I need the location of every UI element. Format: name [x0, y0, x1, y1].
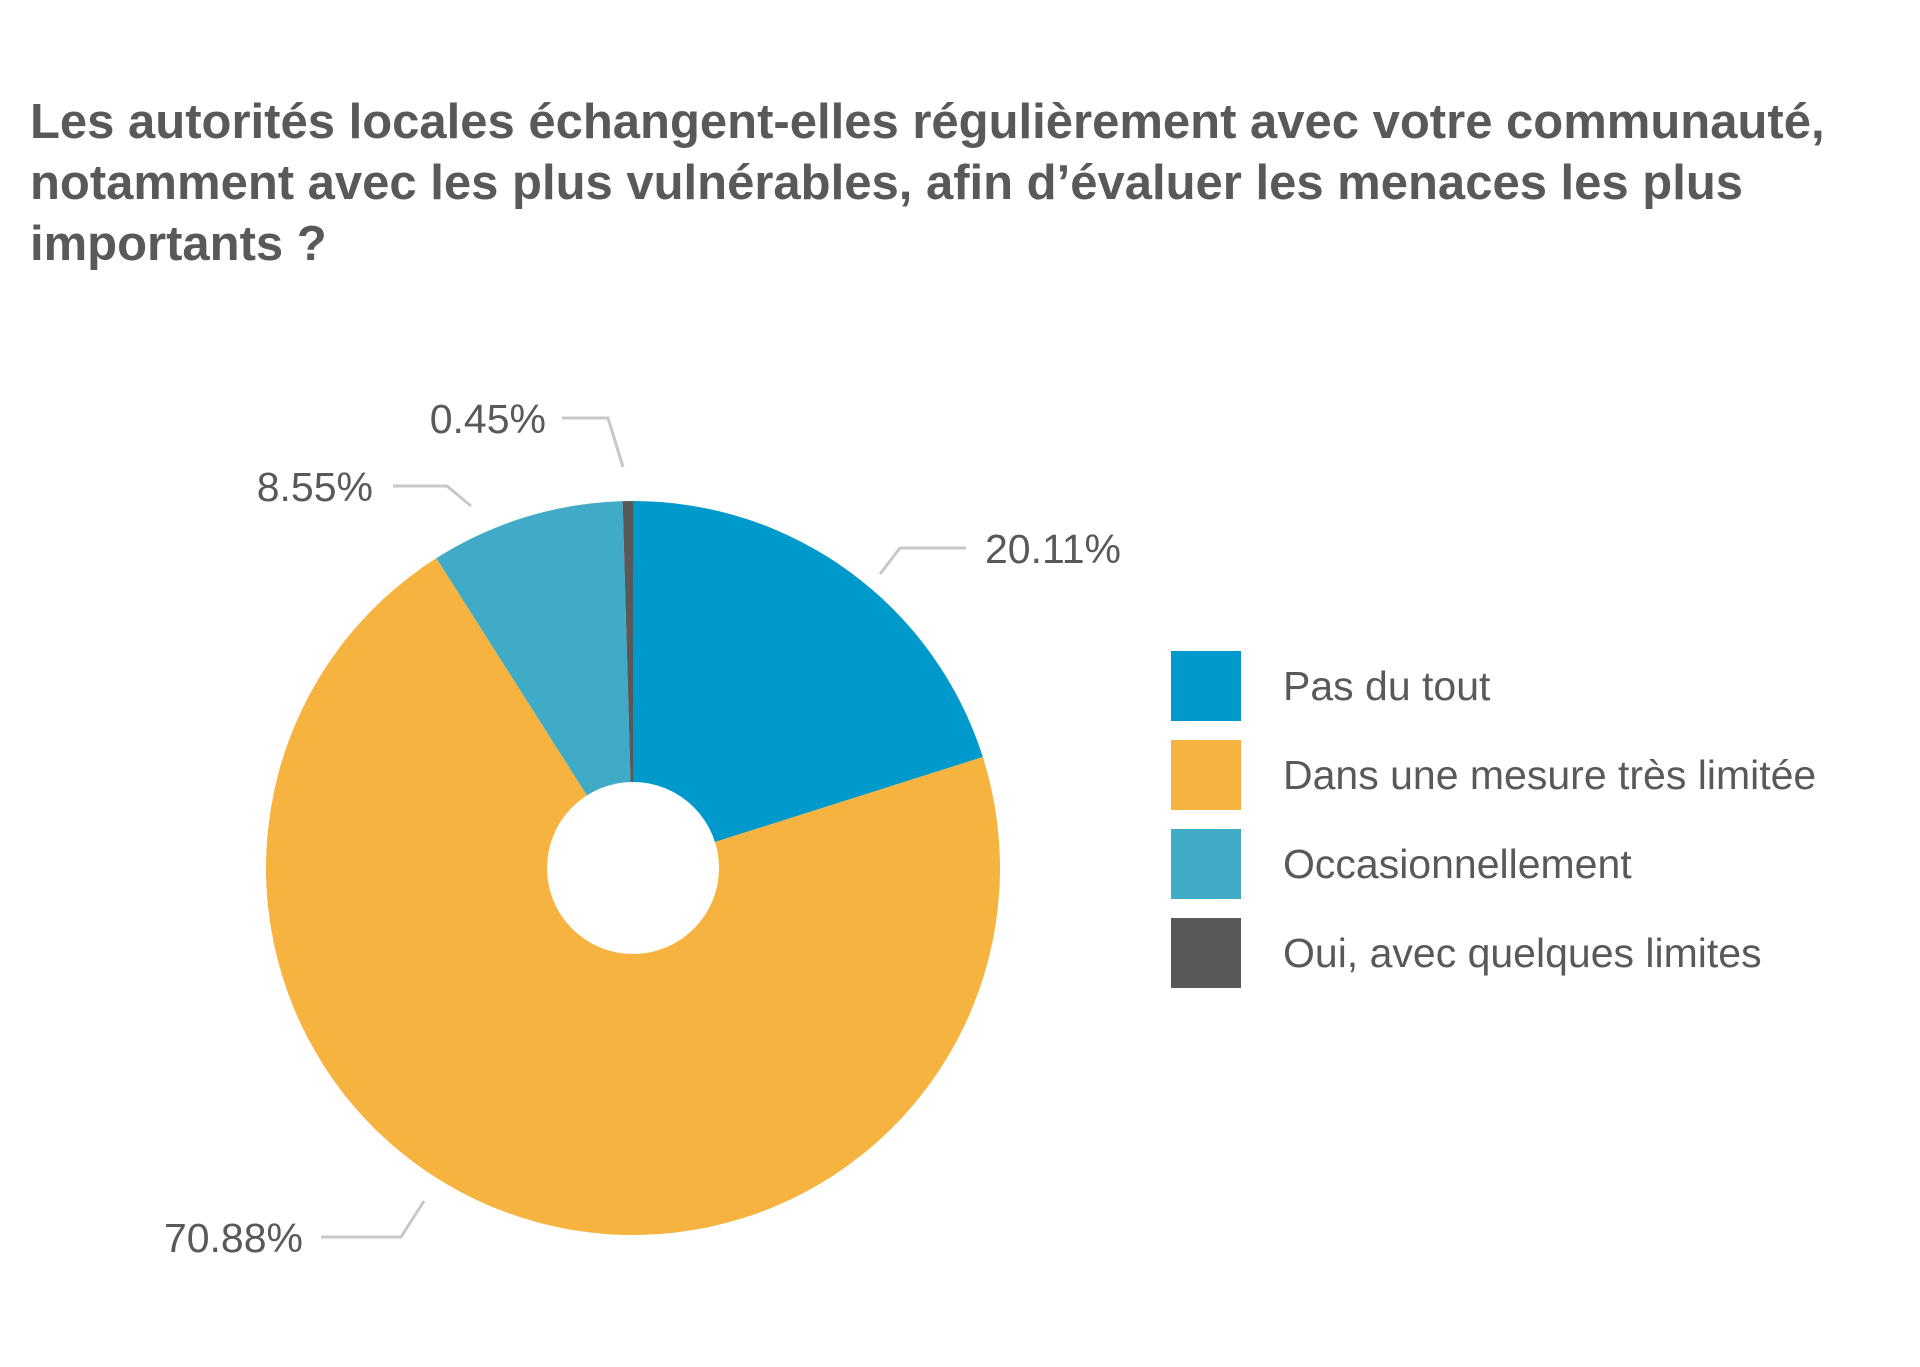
pie-slice-3 — [436, 501, 633, 868]
legend-swatch-3 — [1171, 829, 1241, 899]
legend-label-4: Oui, avec quelques limites — [1283, 930, 1762, 976]
leader-line-4 — [562, 416, 625, 468]
pie-slice-1 — [633, 500, 983, 868]
legend-swatch-1 — [1171, 651, 1241, 721]
leader-line-3 — [393, 484, 472, 508]
leader-lines — [321, 416, 966, 1239]
data-label-2: 70.88% — [164, 1215, 303, 1261]
leader-line-1 — [878, 546, 966, 575]
legend-swatch-4 — [1171, 918, 1241, 988]
data-label-3: 8.55% — [257, 464, 373, 510]
slice-labels: 20.11% 70.88% 8.55% 0.45% — [164, 396, 1121, 1261]
donut-hole — [547, 782, 719, 954]
data-label-1: 20.11% — [985, 526, 1121, 572]
chart-title: Les autorités locales échangent-elles ré… — [30, 95, 1825, 271]
legend-label-1: Pas du tout — [1283, 663, 1491, 709]
data-label-4: 0.45% — [430, 396, 546, 442]
pie-slice-4 — [622, 501, 633, 868]
legend-label-3: Occasionnellement — [1283, 841, 1632, 887]
leader-line-2 — [321, 1200, 426, 1239]
legend-swatch-2 — [1171, 740, 1241, 810]
legend-label-2: Dans une mesure très limitée — [1283, 752, 1816, 798]
legend: Pas du tout Dans une mesure très limitée O… — [1171, 651, 1816, 988]
